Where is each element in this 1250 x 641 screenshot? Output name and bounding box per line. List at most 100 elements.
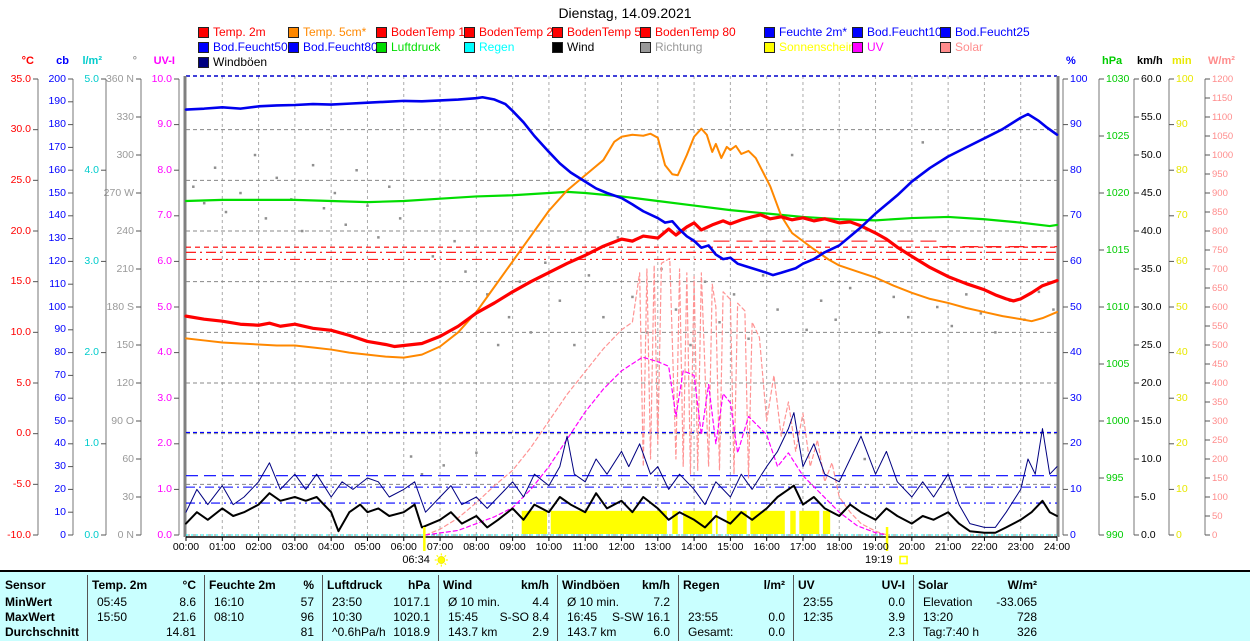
axis-tick-label: 60 — [1176, 254, 1188, 267]
axis-tick-label: 40 — [1176, 346, 1188, 359]
sunrise-sun-ray — [444, 562, 447, 566]
table-cell-value: 1018.9 — [393, 625, 430, 639]
axis-tick-label: 300 — [1212, 415, 1228, 427]
richtung-dot — [333, 191, 337, 195]
axis-tick-label: 1.0 — [157, 482, 172, 495]
richtung-dot — [253, 153, 257, 157]
legend-item-label: Bod.Feucht80 — [303, 40, 378, 54]
table-cell-value: 6.0 — [653, 625, 670, 639]
axis-tick-label: 0 N — [117, 528, 134, 541]
axis-tick-label: 50 — [54, 414, 66, 427]
axis-tick-label: 130 — [48, 232, 66, 245]
axis-unit-label: UV-I — [153, 55, 175, 67]
axis-tick-label: 5.0 — [84, 72, 99, 85]
axis-tick-label: 330 — [116, 110, 134, 123]
x-axis-hour-label: 00:00 — [172, 541, 200, 553]
richtung-dot — [761, 274, 765, 277]
table-column-divider — [557, 575, 558, 641]
axis-tick-label: 0 — [1176, 528, 1182, 541]
richtung-dot — [965, 293, 968, 296]
table-cell-value: 728 — [1016, 610, 1037, 624]
x-axis-hour-label: 04:00 — [318, 541, 345, 553]
axis-tick-label: 100 — [48, 300, 66, 313]
series-temp2m — [184, 213, 1059, 349]
table-header-temp-2m: Temp. 2m — [92, 578, 148, 592]
axis-tick-label: 1005 — [1106, 357, 1130, 370]
legend-swatch-wind — [552, 42, 563, 53]
richtung-dot — [344, 223, 347, 226]
series-uv — [424, 356, 888, 536]
x-axis-hour-label: 11:00 — [572, 541, 598, 553]
x-axis-hour-label: 03:00 — [281, 541, 309, 553]
table-cell-value: 4.4 — [532, 595, 549, 609]
richtung-dot — [834, 318, 837, 321]
axis-tick-label: 1100 — [1212, 111, 1233, 123]
axis-tick-label: 300 — [116, 148, 134, 161]
axis-tick-label: 5.0 — [1141, 490, 1156, 503]
legend-swatch-sonnenschein — [764, 42, 775, 53]
legend-swatch-bodentemp-50 — [552, 27, 563, 38]
legend-item-label: UV — [867, 40, 884, 54]
axis-tick-label: 0 — [1212, 529, 1218, 541]
x-axis-hour-label: 09:00 — [499, 541, 526, 553]
richtung-dot — [464, 270, 467, 273]
table-cell-time: 143.7 km — [448, 625, 498, 639]
richtung-dot — [202, 201, 206, 205]
x-axis-hour-label: 21:00 — [934, 541, 962, 553]
axis-tick-label: 40.0 — [1141, 224, 1162, 237]
richtung-dot — [264, 217, 268, 220]
series-windboen — [185, 412, 1058, 528]
richtung-dot — [239, 191, 242, 195]
table-cell-time: ^0.6hPa/h — [332, 625, 386, 639]
table-cell-value: 0.0 — [768, 625, 785, 639]
axis-tick-label: 0.0 — [157, 528, 172, 541]
axis-tick-label: 250 — [1212, 434, 1228, 446]
x-axis-hour-label: 22:00 — [971, 541, 998, 553]
axis-tick-label: 150 — [1212, 472, 1228, 484]
axis-tick-label: 35.0 — [1141, 262, 1162, 275]
series-bodentemp80 — [690, 240, 1057, 248]
legend-swatch-bod-feucht25 — [940, 27, 951, 38]
axis-tick-label: 30 — [122, 490, 134, 503]
richtung-dot — [544, 261, 547, 264]
richtung-dot — [496, 343, 500, 347]
axis-tick-label: -5.0 — [12, 477, 31, 490]
axis-tick-label: 170 — [48, 140, 66, 153]
table-cell-value: 14.81 — [165, 625, 196, 639]
axis-tick-label: 90 — [1070, 118, 1082, 131]
richtung-dot — [907, 315, 910, 319]
legend-item-label: Bod.Feucht25 — [955, 25, 1030, 39]
table-cell-time: 23:55 — [803, 595, 834, 609]
axis-tick-label: 800 — [1212, 225, 1228, 237]
axis-tick-label: 20 — [54, 482, 66, 495]
axis-tick-label: 2.0 — [84, 346, 99, 359]
series-luftdruck — [184, 190, 1059, 228]
richtung-dot — [366, 204, 369, 207]
axis-tick-label: 0 — [1070, 528, 1076, 541]
axis-tick-label: 100 — [1070, 72, 1088, 85]
axis-unit-label: ° — [132, 55, 137, 67]
legend-item-label: Richtung — [655, 40, 703, 54]
richtung-dot — [377, 236, 380, 239]
axis-tick-label: 10 — [54, 505, 66, 518]
axis-tick-label: 1015 — [1106, 243, 1130, 256]
x-axis-hour-label: 13:00 — [644, 541, 671, 553]
table-cell-time: 05:45 — [97, 595, 128, 609]
richtung-dot — [475, 451, 478, 454]
richtung-dot — [994, 331, 997, 334]
table-header-unit: hPa — [407, 578, 430, 592]
legend-item-label: BodenTemp 80 — [655, 25, 736, 39]
richtung-dot — [224, 210, 228, 214]
axis-tick-label: 55.0 — [1141, 110, 1162, 123]
table-header-luftdruck: Luftdruck — [327, 578, 383, 592]
richtung-dot — [529, 331, 533, 334]
series-temp5cm — [185, 127, 1058, 359]
table-header-unit: km/h — [641, 578, 670, 592]
table-cell-time: Ø 10 min. — [448, 595, 501, 609]
x-axis-hour-label: 10:00 — [535, 541, 563, 553]
richtung-dot — [442, 464, 445, 467]
axis-tick-label: 90 O — [111, 414, 134, 427]
legend-item-label: BodenTemp 25 — [479, 25, 560, 39]
table-cell-value: 2.3 — [888, 625, 905, 639]
